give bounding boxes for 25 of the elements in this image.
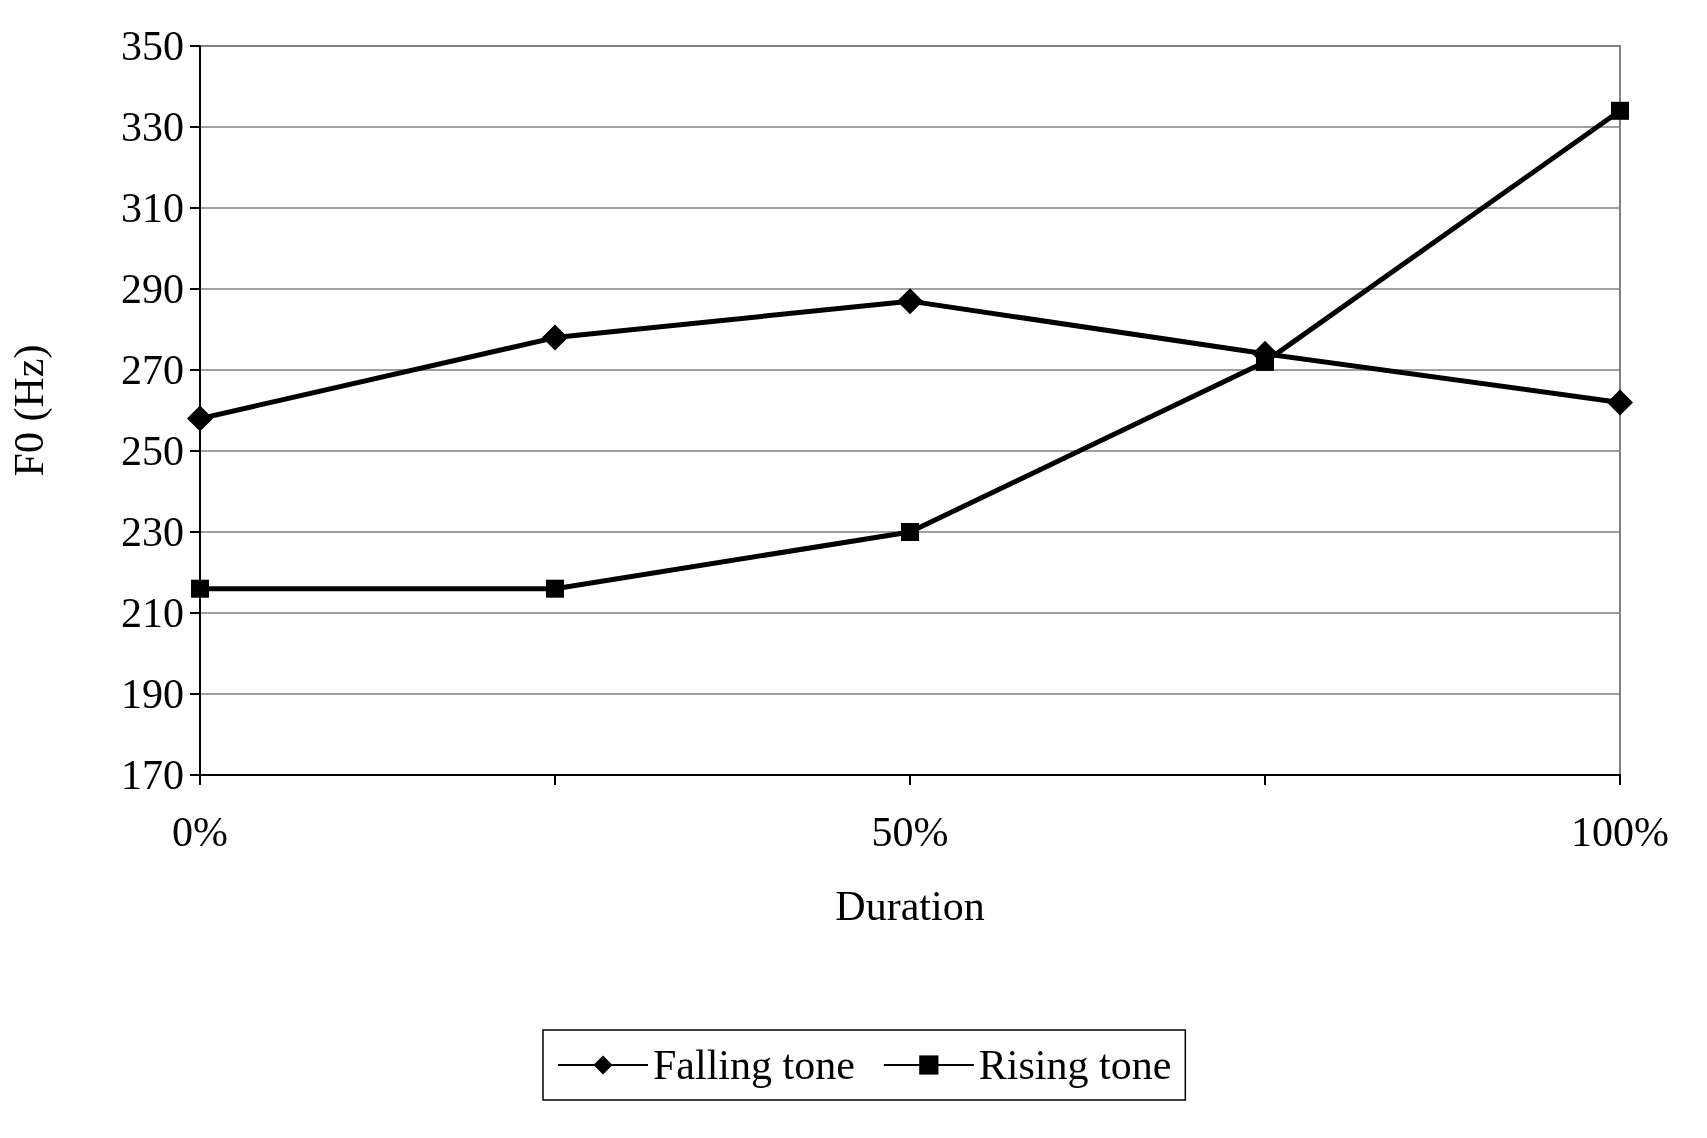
y-tick-label: 230 xyxy=(121,509,184,555)
point xyxy=(191,579,209,598)
y-tick-label: 210 xyxy=(121,590,184,636)
point xyxy=(542,324,568,351)
legend-label: Rising tone xyxy=(978,1042,1172,1088)
x-tick-label: 0% xyxy=(172,809,228,855)
y-tick-label: 270 xyxy=(121,347,184,393)
y-tick-label: 350 xyxy=(121,23,184,69)
y-axis-title: F0 (Hz) xyxy=(6,344,53,477)
point xyxy=(1611,101,1629,120)
point xyxy=(901,523,919,541)
point xyxy=(187,405,213,432)
point xyxy=(546,579,564,598)
x-tick-label: 100% xyxy=(1571,809,1669,855)
y-tick-label: 330 xyxy=(121,104,184,150)
y-tick-label: 190 xyxy=(121,671,184,717)
y-tick-label: 290 xyxy=(121,266,184,312)
y-tick-label: 250 xyxy=(121,428,184,474)
x-tick-label: 50% xyxy=(871,809,949,855)
x-axis-title: Duration xyxy=(835,883,985,929)
point xyxy=(1607,389,1633,416)
y-tick-label: 310 xyxy=(121,185,184,231)
legend-label: Falling tone xyxy=(653,1042,855,1088)
point xyxy=(897,288,923,315)
y-tick-label: 170 xyxy=(121,752,184,798)
